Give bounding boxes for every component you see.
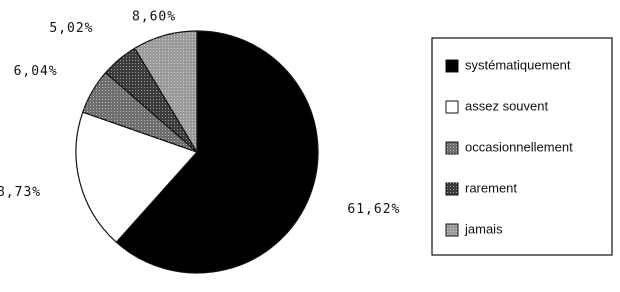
legend-swatch: [445, 59, 459, 73]
legend-texture: [446, 224, 458, 236]
legend-swatch: [445, 100, 459, 114]
legend-box: [431, 37, 613, 256]
slice-texture: [105, 48, 197, 152]
legend-label: assez souvent: [465, 98, 548, 113]
legend-texture: [446, 142, 458, 154]
value-label: 6,04%: [14, 64, 58, 79]
legend-label: occasionnellement: [465, 139, 573, 154]
pie-slice: [75, 111, 199, 244]
legend-label: systématiquement: [465, 57, 571, 72]
value-label: 8,60%: [132, 10, 176, 25]
pie-slice: [115, 30, 319, 274]
value-label: 5,02%: [49, 21, 93, 36]
value-label: 61,62%: [347, 202, 400, 217]
slice-texture: [82, 72, 197, 152]
value-label: 18,73%: [0, 185, 41, 200]
slice-texture: [134, 31, 197, 152]
legend-label: jamais: [464, 221, 503, 236]
legend-label: rarement: [465, 180, 517, 195]
legend-texture: [446, 183, 458, 195]
